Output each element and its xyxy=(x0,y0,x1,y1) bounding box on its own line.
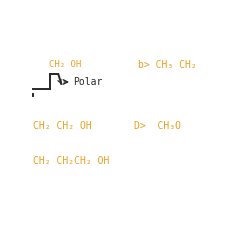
Text: D>  CH₃O: D> CH₃O xyxy=(134,121,181,131)
Text: CH₂ CH₂ OH: CH₂ CH₂ OH xyxy=(33,121,92,131)
Text: Polar: Polar xyxy=(73,77,102,87)
Text: CH₂ CH₂CH₂ OH: CH₂ CH₂CH₂ OH xyxy=(33,156,110,166)
Text: b> CH₃ CH₂: b> CH₃ CH₂ xyxy=(138,60,196,70)
Text: CH₂ OH: CH₂ OH xyxy=(49,60,81,69)
